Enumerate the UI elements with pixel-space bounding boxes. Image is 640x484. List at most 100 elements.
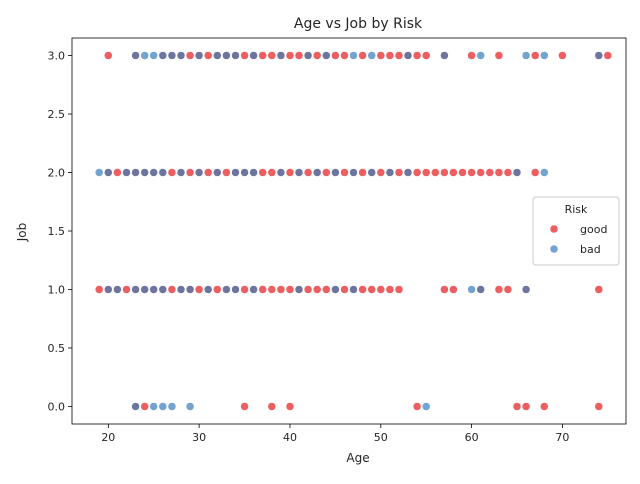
- data-point-bad: [349, 51, 358, 60]
- data-point-bad: [249, 168, 258, 177]
- data-point-good: [240, 402, 249, 411]
- data-point-bad: [131, 168, 140, 177]
- data-point-good: [194, 285, 204, 294]
- data-point-good: [203, 168, 213, 177]
- data-point-good: [521, 402, 531, 411]
- data-point-bad: [158, 402, 168, 411]
- data-point-bad: [303, 51, 313, 60]
- data-point-bad: [213, 168, 222, 177]
- data-point-good: [512, 402, 522, 411]
- data-point-good: [276, 285, 286, 294]
- x-tick-label: 30: [192, 431, 206, 444]
- data-point-good: [285, 285, 295, 294]
- data-point-bad: [367, 51, 376, 60]
- data-point-good: [303, 168, 313, 177]
- data-point-good: [294, 51, 304, 60]
- data-point-bad: [176, 51, 186, 60]
- data-point-good: [258, 51, 267, 60]
- data-point-bad: [594, 51, 604, 60]
- data-point-bad: [131, 285, 140, 294]
- data-point-good: [449, 285, 458, 294]
- data-point-bad: [294, 285, 304, 294]
- data-point-bad: [149, 51, 158, 60]
- data-point-bad: [185, 285, 195, 294]
- data-point-good: [440, 168, 449, 177]
- data-point-good: [312, 51, 322, 60]
- data-point-good: [540, 402, 549, 411]
- data-point-bad: [203, 285, 213, 294]
- data-point-bad: [276, 168, 286, 177]
- y-axis-ticks: 0.0 0.5 1.0 1.5 2.0 2.5 3.0: [48, 50, 72, 413]
- data-point-good: [412, 51, 422, 60]
- y-tick-label: 0.5: [48, 342, 66, 355]
- data-point-good: [240, 51, 249, 60]
- data-point-bad: [385, 168, 395, 177]
- data-point-bad: [149, 402, 158, 411]
- x-tick-label: 40: [283, 431, 297, 444]
- y-tick-label: 3.0: [48, 50, 66, 63]
- data-point-good: [358, 285, 367, 294]
- data-point-good: [530, 51, 540, 60]
- data-point-good: [594, 285, 604, 294]
- data-point-good: [267, 168, 277, 177]
- data-point-good: [449, 168, 458, 177]
- data-point-good: [322, 168, 331, 177]
- data-point-bad: [213, 51, 222, 60]
- data-point-good: [394, 51, 404, 60]
- data-point-good: [340, 168, 349, 177]
- data-point-bad: [131, 402, 140, 411]
- data-point-bad: [312, 168, 322, 177]
- data-point-good: [94, 285, 104, 294]
- data-point-good: [376, 51, 386, 60]
- data-point-good: [213, 285, 222, 294]
- data-point-good: [376, 285, 386, 294]
- data-point-good: [267, 51, 277, 60]
- data-point-bad: [231, 168, 240, 177]
- data-point-good: [412, 168, 422, 177]
- legend-marker-good: [549, 224, 559, 234]
- x-axis-ticks: 20 30 40 50 60 70: [101, 424, 569, 444]
- data-point-good: [167, 168, 177, 177]
- data-point-bad: [540, 51, 549, 60]
- data-point-bad: [176, 285, 186, 294]
- data-point-good: [303, 285, 313, 294]
- data-point-bad: [476, 51, 485, 60]
- data-point-bad: [167, 51, 177, 60]
- data-point-good: [558, 51, 567, 60]
- data-point-good: [312, 285, 322, 294]
- data-point-bad: [194, 168, 204, 177]
- data-point-bad: [276, 51, 286, 60]
- data-point-bad: [231, 285, 240, 294]
- data-point-bad: [322, 51, 331, 60]
- data-point-good: [113, 168, 122, 177]
- data-point-bad: [476, 285, 485, 294]
- data-point-good: [530, 168, 540, 177]
- data-point-bad: [249, 51, 258, 60]
- y-tick-label: 2.5: [48, 108, 66, 121]
- data-point-bad: [131, 51, 140, 60]
- data-point-good: [458, 168, 467, 177]
- x-tick-label: 20: [101, 431, 115, 444]
- data-point-good: [385, 51, 395, 60]
- data-point-bad: [222, 51, 231, 60]
- data-point-good: [340, 51, 349, 60]
- data-point-good: [258, 168, 267, 177]
- data-point-good: [240, 285, 249, 294]
- plot-area: [71, 37, 627, 425]
- data-point-bad: [140, 51, 149, 60]
- chart-title: Age vs Job by Risk: [294, 16, 423, 32]
- data-point-good: [494, 51, 504, 60]
- data-point-good: [203, 51, 213, 60]
- data-point-bad: [331, 285, 340, 294]
- data-point-good: [394, 168, 404, 177]
- data-point-bad: [467, 285, 476, 294]
- data-point-good: [603, 51, 613, 60]
- data-point-good: [467, 51, 476, 60]
- legend-label-good: good: [580, 223, 607, 236]
- legend-marker-bad: [549, 244, 559, 254]
- data-point-bad: [240, 168, 249, 177]
- data-point-good: [431, 168, 440, 177]
- data-point-bad: [158, 285, 168, 294]
- data-point-good: [394, 285, 404, 294]
